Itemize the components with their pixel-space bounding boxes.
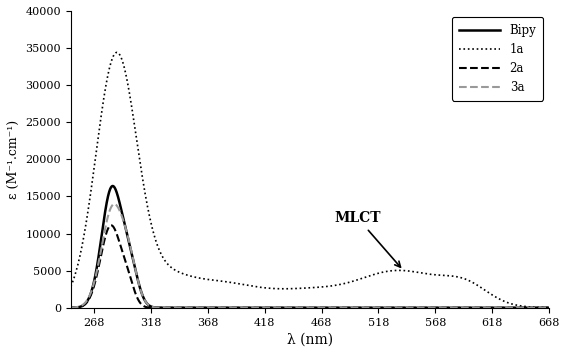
X-axis label: λ (nm): λ (nm) — [287, 333, 333, 347]
2a — [501, 306, 507, 310]
2a — [252, 306, 259, 310]
Bipy — [487, 306, 494, 310]
3a — [111, 202, 118, 206]
3a — [151, 305, 158, 309]
2a — [151, 306, 158, 310]
2a — [548, 306, 555, 310]
2a — [487, 306, 494, 310]
2a — [539, 306, 546, 310]
1a — [151, 234, 158, 238]
Bipy — [252, 306, 259, 310]
Line: 1a: 1a — [71, 52, 552, 308]
Y-axis label: ε (M⁻¹.cm⁻¹): ε (M⁻¹.cm⁻¹) — [7, 120, 20, 199]
1a — [273, 286, 280, 291]
3a — [67, 306, 74, 310]
2a — [122, 260, 129, 264]
3a — [546, 306, 553, 310]
Line: 3a: 3a — [71, 204, 552, 308]
Bipy — [273, 306, 280, 310]
3a — [487, 306, 494, 310]
Bipy — [539, 306, 546, 310]
3a — [548, 306, 555, 310]
3a — [273, 306, 280, 310]
Bipy — [122, 227, 129, 231]
Bipy — [503, 306, 510, 310]
Bipy — [151, 305, 158, 309]
2a — [108, 223, 115, 227]
Text: MLCT: MLCT — [335, 211, 400, 267]
Line: 2a: 2a — [71, 225, 552, 308]
Bipy — [109, 184, 116, 188]
1a — [487, 292, 494, 296]
1a — [548, 306, 555, 310]
3a — [252, 306, 259, 310]
Bipy — [67, 306, 74, 310]
3a — [539, 306, 546, 310]
Line: Bipy: Bipy — [71, 186, 552, 308]
2a — [67, 306, 74, 310]
1a — [67, 284, 74, 289]
Legend: Bipy, 1a, 2a, 3a: Bipy, 1a, 2a, 3a — [452, 17, 543, 101]
2a — [273, 306, 280, 310]
1a — [539, 306, 546, 310]
1a — [122, 72, 129, 76]
1a — [113, 50, 120, 55]
3a — [122, 227, 129, 231]
1a — [252, 285, 259, 289]
Bipy — [548, 306, 555, 310]
